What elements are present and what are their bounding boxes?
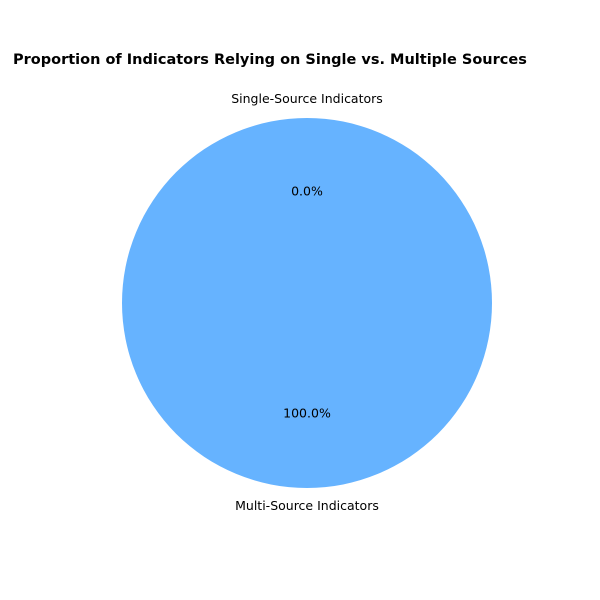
- slice-label-single-source-indicators: Single-Source Indicators: [231, 91, 383, 106]
- pie-slices: [122, 118, 492, 488]
- slice-multi-source-indicators: [122, 118, 492, 488]
- slice-label-multi-source-indicators: Multi-Source Indicators: [235, 498, 379, 513]
- slice-pct-single-source-indicators: 0.0%: [291, 184, 323, 199]
- pie-labels: Single-Source Indicators 0.0% Multi-Source…: [231, 91, 383, 513]
- slice-pct-multi-source-indicators: 100.0%: [283, 406, 331, 421]
- chart-title: Proportion of Indicators Relying on Sing…: [13, 52, 527, 68]
